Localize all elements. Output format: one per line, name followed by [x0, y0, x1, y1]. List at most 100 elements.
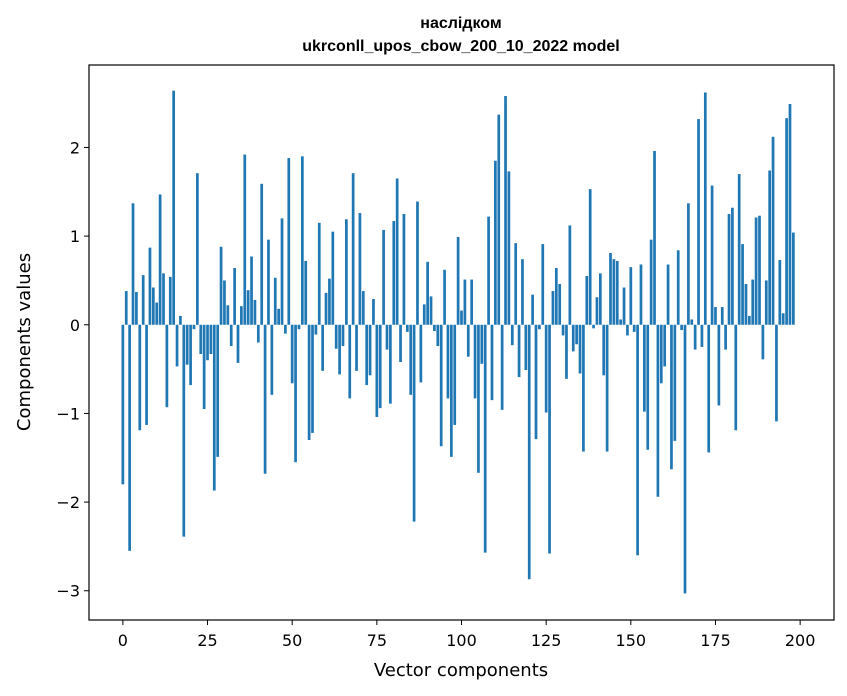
bar-10 [155, 302, 159, 325]
bar-21 [192, 324, 196, 330]
bar-103 [470, 279, 474, 325]
bar-141 [598, 273, 602, 325]
bar-74 [372, 299, 375, 325]
bar-36 [243, 154, 247, 325]
bar-198 [792, 232, 795, 325]
x-tick-label: 50 [282, 631, 302, 650]
bar-31 [226, 305, 230, 325]
bar-11 [158, 194, 162, 325]
bar-123 [538, 324, 541, 330]
bar-41 [260, 183, 264, 325]
bar-154 [643, 324, 646, 412]
bar-192 [771, 136, 775, 325]
bar-2 [128, 324, 131, 551]
bar-150 [629, 267, 633, 325]
bar-175 [714, 307, 717, 325]
bar-86 [412, 324, 416, 522]
bar-172 [703, 92, 707, 325]
bar-171 [700, 324, 704, 347]
bar-52 [297, 324, 301, 330]
bar-186 [751, 279, 755, 325]
bar-196 [785, 118, 788, 325]
bar-92 [433, 324, 436, 331]
bar-191 [768, 170, 772, 325]
bar-75 [375, 324, 379, 417]
bar-63 [334, 324, 338, 349]
bar-100 [460, 310, 463, 325]
bar-29 [219, 246, 223, 325]
bar-72 [365, 324, 369, 386]
bar-131 [565, 324, 568, 379]
bar-77 [382, 229, 385, 325]
bar-38 [250, 256, 253, 325]
bar-165 [680, 324, 683, 331]
bar-83 [402, 213, 406, 325]
bar-45 [273, 277, 277, 325]
bar-137 [585, 276, 589, 325]
x-tick-label: 75 [367, 631, 387, 650]
bar-158 [656, 324, 660, 497]
bar-56 [311, 324, 314, 433]
bar-195 [781, 313, 785, 325]
bar-61 [328, 278, 331, 325]
bar-133 [571, 324, 575, 352]
bar-178 [724, 324, 727, 350]
bar-153 [639, 264, 643, 325]
bar-107 [483, 324, 487, 553]
bar-17 [179, 315, 182, 325]
bar-23 [199, 324, 203, 355]
y-tick-label: −2 [56, 493, 80, 512]
y-tick-label: 2 [70, 138, 80, 157]
bar-111 [497, 114, 501, 325]
bar-126 [548, 324, 551, 554]
bar-35 [240, 306, 243, 325]
bar-106 [480, 324, 484, 364]
bar-93 [436, 324, 440, 347]
bar-167 [687, 203, 690, 325]
bar-110 [494, 160, 497, 325]
bar-51 [294, 324, 297, 463]
bar-14 [168, 276, 172, 325]
bar-101 [463, 279, 467, 325]
bar-120 [527, 324, 531, 580]
bar-124 [541, 244, 545, 325]
bar-16 [175, 324, 179, 367]
bar-6 [141, 275, 145, 325]
bar-53 [300, 156, 304, 325]
bar-67 [348, 324, 352, 399]
bar-28 [216, 324, 220, 457]
bar-91 [429, 296, 433, 325]
bar-4 [135, 291, 138, 325]
bar-118 [521, 259, 524, 325]
bar-122 [534, 324, 538, 440]
bar-183 [741, 244, 744, 325]
bar-30 [223, 280, 226, 325]
bars [121, 90, 795, 594]
bar-80 [392, 221, 396, 325]
plot-frame [88, 64, 835, 621]
bar-180 [731, 207, 734, 325]
bar-109 [490, 324, 494, 401]
bar-50 [290, 324, 294, 384]
bar-155 [646, 324, 650, 450]
bar-102 [466, 324, 470, 357]
bar-121 [531, 294, 534, 325]
bar-187 [754, 217, 758, 325]
bar-46 [277, 308, 280, 325]
bar-43 [267, 239, 270, 325]
bar-138 [588, 189, 592, 325]
bar-7 [145, 324, 148, 425]
bar-96 [446, 324, 450, 399]
x-tick-label: 0 [118, 631, 128, 650]
bar-47 [280, 218, 284, 325]
bar-78 [385, 324, 389, 350]
bar-166 [683, 324, 687, 594]
bar-170 [697, 119, 700, 325]
y-tick-label: −3 [56, 582, 80, 601]
bar-139 [592, 324, 595, 329]
bar-3 [131, 203, 135, 325]
bar-145 [612, 259, 616, 325]
bar-146 [615, 260, 619, 325]
bar-98 [453, 324, 457, 425]
bar-22 [196, 173, 199, 325]
